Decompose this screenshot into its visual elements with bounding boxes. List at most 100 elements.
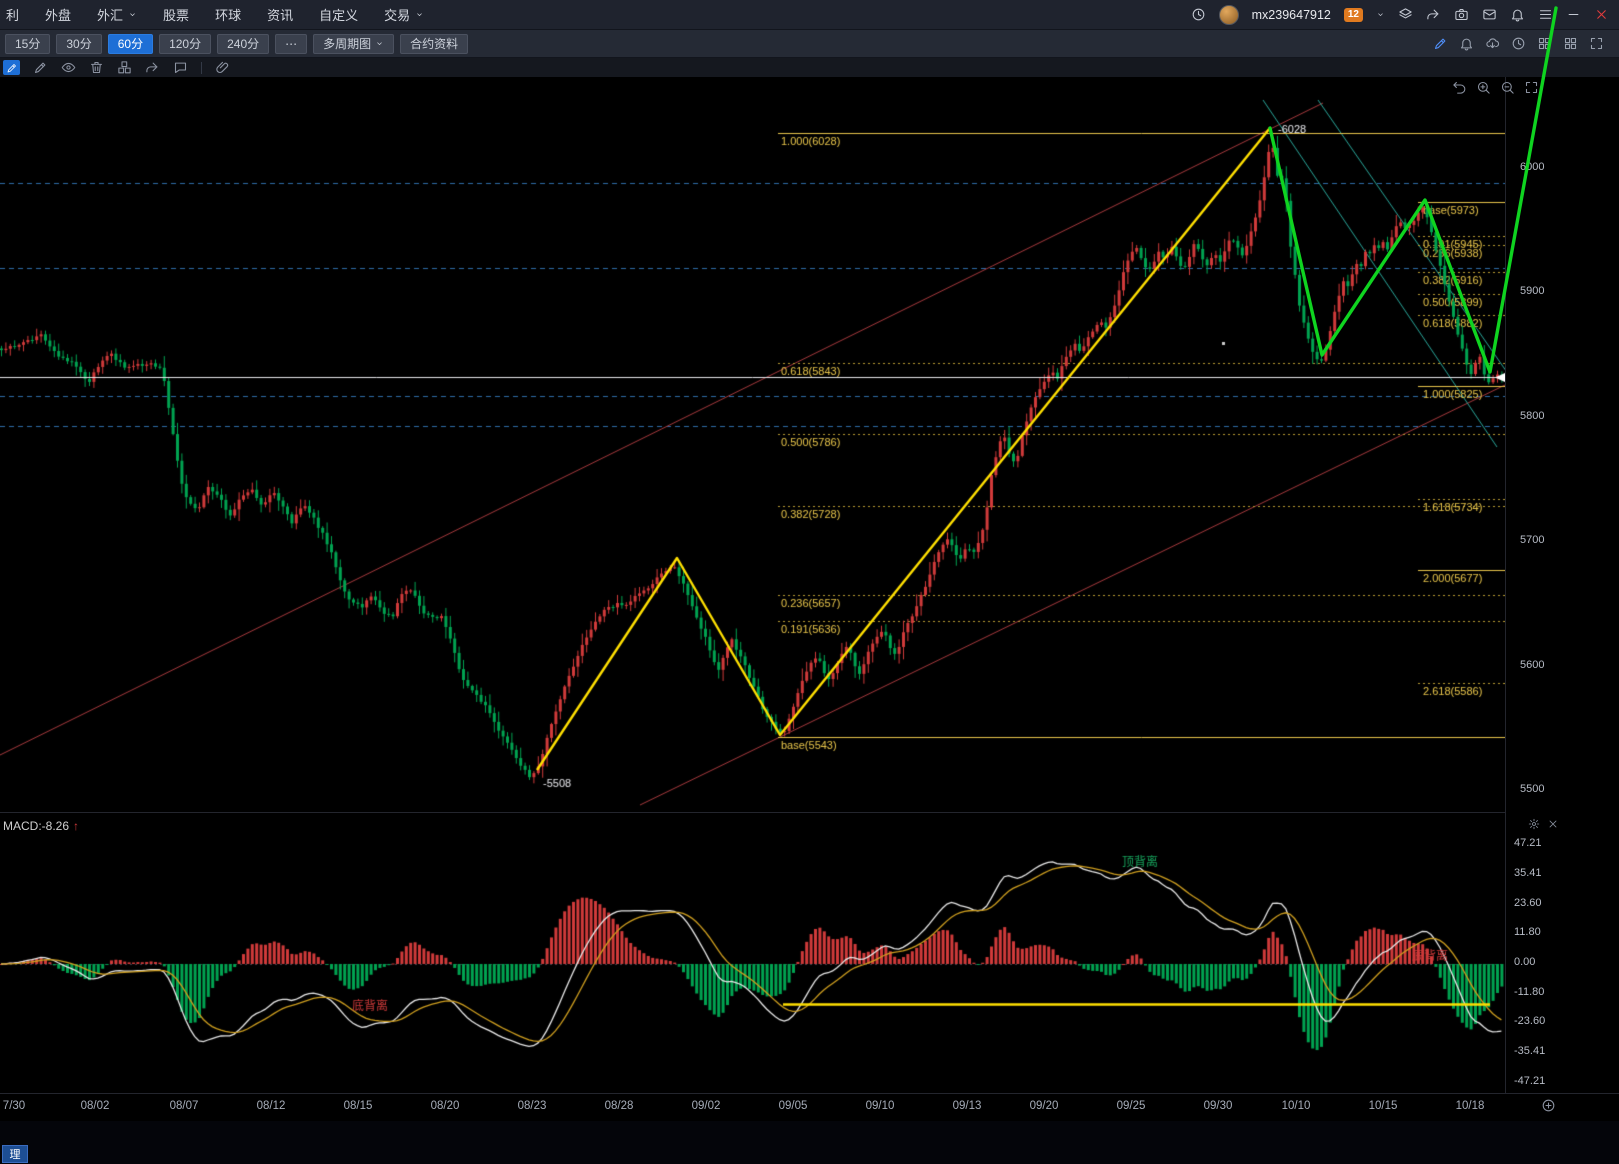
x-axis-label: 09/05 [778,1100,808,1112]
menu-item-label: 股票 [163,8,190,23]
time-axis[interactable]: 7/30 08/02 08/07 08/12 08/15 08/20 08/23 08/28 0… [0,1093,1619,1122]
menu-item-label: 资讯 [267,8,294,23]
y-axis-label: 5700 [1520,534,1545,547]
price-chart-pane[interactable] [0,77,1506,812]
close-icon[interactable] [1547,818,1559,830]
clip-icon[interactable] [215,60,230,75]
close-icon[interactable] [1594,7,1609,22]
clock-icon[interactable] [1191,7,1206,22]
x-axis-label: 08/07 [169,1100,199,1112]
chart-zoom-controls [1452,80,1539,95]
account-name[interactable]: mx239647912 [1251,7,1331,22]
boxes-icon[interactable] [117,60,132,75]
toolbar-icon-row [1433,36,1614,51]
y-axis-label: 5800 [1520,409,1545,422]
list-icon[interactable] [1538,7,1553,22]
expand-icon[interactable] [1589,36,1604,51]
macd-axis-label: -47.21 [1514,1074,1546,1087]
y-axis-label: 6000 [1520,161,1545,173]
timeframe-button-120分[interactable]: 120分 [159,33,212,54]
bell-icon[interactable] [1459,36,1474,51]
grid-icon[interactable] [1537,36,1552,51]
menu-bar: 利 外盘 外汇 股票 环球 资讯 自定义 交易 mx239647912 12 [0,0,1619,30]
trash-icon[interactable] [89,60,104,75]
gear-icon[interactable] [1528,818,1540,830]
timeframe-button-⋯[interactable]: ⋯ [275,33,308,54]
history-icon[interactable] [1511,36,1526,51]
menu-item-股票[interactable]: 股票 [150,0,202,30]
timeframe-button-30分[interactable]: 30分 [56,33,102,54]
macd-pane[interactable]: MACD:-8.26 ↑ [0,812,1506,1094]
x-axis-label: 08/12 [256,1100,286,1112]
main-chart-canvas[interactable] [0,77,1505,812]
menu-item-label: 自定义 [319,8,359,23]
menu-item-label: 外汇 [97,8,124,23]
cloud-download-icon[interactable] [1485,36,1500,51]
x-axis-label: 09/10 [865,1100,895,1112]
menu-item-外盘[interactable]: 外盘 [32,0,84,30]
clock-icon-slot[interactable] [1191,7,1206,22]
layers-icon[interactable] [1398,7,1413,22]
menu-item-利[interactable]: 利 [4,0,32,30]
bottom-status-strip: 理 [0,1121,1619,1164]
x-axis-label: 09/30 [1203,1100,1233,1112]
macd-axis-label: -11.80 [1514,985,1545,998]
bell-icon[interactable] [1510,7,1525,22]
caret-down-icon[interactable] [1376,10,1385,19]
grid-icon[interactable] [1563,36,1578,51]
timeframe-button-15分[interactable]: 15分 [5,33,51,54]
x-axis-label: 08/02 [80,1100,110,1112]
menu-item-资讯[interactable]: 资讯 [254,0,306,30]
macd-axis-label: -35.41 [1514,1045,1546,1058]
menu-item-环球[interactable]: 环球 [202,0,254,30]
eye-icon[interactable] [61,60,76,75]
comment-icon[interactable] [173,60,188,75]
x-axis-label: 08/28 [604,1100,634,1112]
expand-icon[interactable] [1524,80,1539,95]
zoom-in-icon[interactable] [1476,80,1491,95]
share-icon[interactable] [1426,7,1441,22]
macd-canvas[interactable] [0,813,1505,1094]
export-icon[interactable] [145,60,160,75]
pencil-icon[interactable] [1433,36,1448,51]
zoom-out-icon[interactable] [1500,80,1515,95]
x-axis-label: 7/30 [2,1100,26,1112]
chevron-down-icon [375,39,384,48]
macd-axis-label: 47.21 [1514,837,1542,850]
multi-period-button[interactable]: 多周期图 [313,33,395,54]
macd-axis-label: 23.60 [1514,896,1542,909]
manage-tab[interactable]: 理 [2,1145,28,1163]
contract-info-button[interactable]: 合约资料 [400,33,469,54]
timeframe-button-60分[interactable]: 60分 [107,33,154,54]
active-tool-button[interactable] [3,60,20,75]
macd-header: MACD:-8.26 ↑ [3,819,79,833]
pencil-icon[interactable] [33,60,48,75]
camera-icon[interactable] [1454,7,1469,22]
x-axis-label: 10/18 [1455,1100,1485,1112]
undo-icon[interactable] [1452,80,1467,95]
macd-axis-label: -23.60 [1514,1015,1546,1028]
menu-item-自定义[interactable]: 自定义 [306,0,371,30]
x-axis-label: 09/13 [952,1100,982,1112]
x-axis-label: 08/20 [430,1100,460,1112]
plus-circle-icon[interactable] [1541,1098,1556,1113]
account-level-badge: 12 [1343,7,1363,22]
macd-axis-label: 35.41 [1514,866,1542,879]
menu-icon-row [1398,7,1609,22]
menu-item-外汇[interactable]: 外汇 [84,0,150,30]
minimize-icon[interactable] [1566,7,1581,22]
x-axis-label: 10/10 [1281,1100,1311,1112]
account-caret-slot[interactable] [1376,10,1385,19]
toolbar-divider [201,61,202,74]
mail-icon[interactable] [1482,7,1497,22]
avatar[interactable] [1218,4,1239,25]
timeframe-button-240分[interactable]: 240分 [217,33,270,54]
menu-item-交易[interactable]: 交易 [371,0,437,30]
x-axis-label: 08/15 [343,1100,373,1112]
x-axis-label: 09/25 [1116,1100,1146,1112]
add-indicator-slot[interactable] [1541,1098,1556,1113]
menu-item-label: 环球 [215,8,242,23]
price-axis[interactable]: 6000 5900 5800 5700 5600 5500 [1506,77,1619,812]
caret-down-icon [415,10,424,19]
